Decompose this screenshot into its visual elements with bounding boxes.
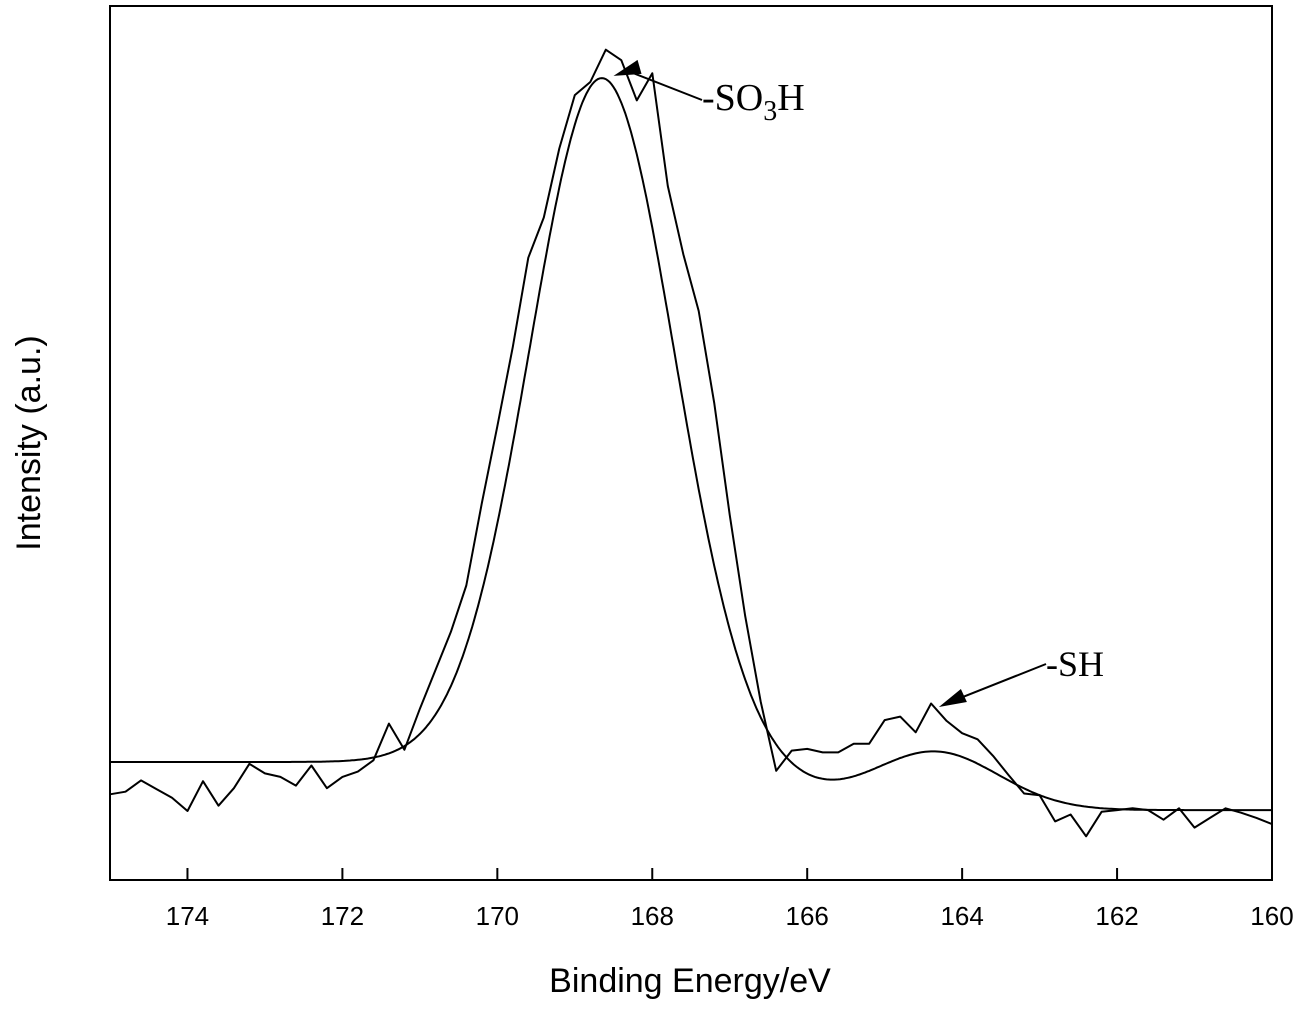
- y-axis-label: Intensity (a.u.): [10, 335, 48, 550]
- chart-background: [0, 0, 1308, 1010]
- x-tick-label: 164: [940, 901, 983, 931]
- x-tick-label: 172: [321, 901, 364, 931]
- sh-label: -SH: [1046, 644, 1104, 684]
- x-tick-label: 174: [166, 901, 209, 931]
- x-tick-label: 166: [786, 901, 829, 931]
- x-tick-label: 162: [1095, 901, 1138, 931]
- xps-chart: 174172170168166164162160 -SO3H-SH Bindin…: [0, 0, 1308, 1010]
- x-axis-label: Binding Energy/eV: [549, 962, 831, 1000]
- x-tick-label: 160: [1250, 901, 1293, 931]
- x-tick-label: 170: [476, 901, 519, 931]
- x-tick-label: 168: [631, 901, 674, 931]
